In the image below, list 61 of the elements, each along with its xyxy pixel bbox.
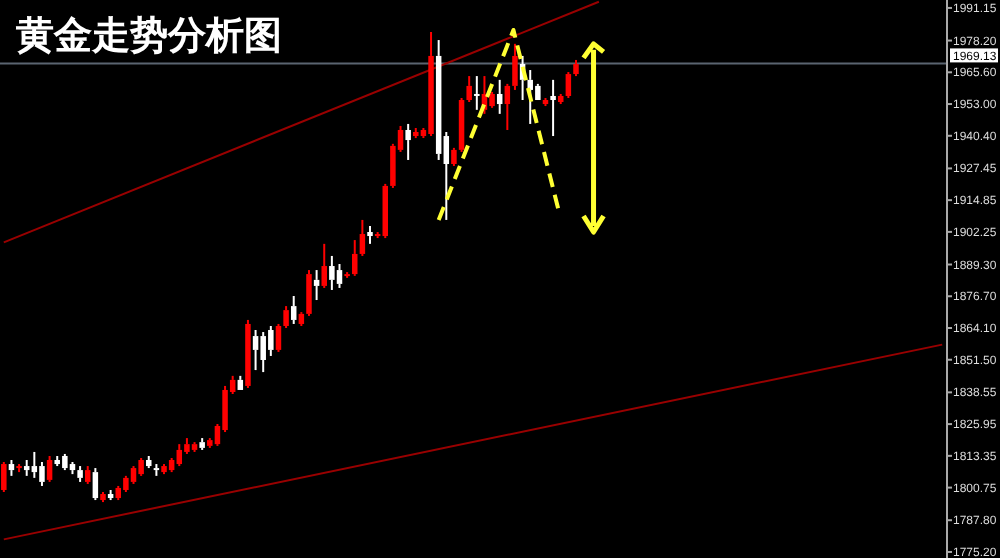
- candlestick: [542, 97, 549, 108]
- candlestick: [54, 454, 60, 468]
- candlestick: [565, 71, 572, 99]
- candlestick: [298, 311, 305, 327]
- candlestick: [496, 78, 503, 115]
- candlestick: [153, 463, 160, 477]
- candlestick: [107, 488, 114, 502]
- candlestick: [130, 465, 137, 485]
- candlestick: [306, 269, 312, 317]
- candlestick: [252, 329, 259, 372]
- candlestick: [573, 58, 579, 78]
- candlestick: [176, 443, 183, 468]
- candlestick: [336, 263, 343, 289]
- candlestick: [512, 42, 518, 91]
- candlestick: [474, 75, 480, 111]
- candlestick: [352, 239, 358, 277]
- candlestick: [23, 459, 30, 477]
- candlestick: [84, 465, 91, 485]
- candlestick: [245, 318, 251, 389]
- candlestick: [382, 182, 389, 240]
- candlestick: [8, 459, 15, 477]
- candlestick: [191, 441, 198, 453]
- candlestick: [428, 30, 434, 138]
- candlestick: [451, 146, 457, 168]
- candlestick: [359, 218, 366, 257]
- candlestick: [275, 322, 282, 353]
- candlestick: [146, 454, 152, 470]
- candlestick: [321, 242, 327, 289]
- candlestick: [92, 467, 99, 502]
- candlestick: [268, 324, 274, 357]
- candlestick: [260, 331, 266, 374]
- candlestick: [77, 465, 83, 483]
- candlestick: [466, 75, 472, 104]
- candlestick: [313, 269, 320, 302]
- candlestick: [138, 456, 144, 477]
- candlestick: [100, 491, 106, 504]
- candlestick: [367, 224, 373, 245]
- candlestick: [413, 126, 419, 140]
- candlestick: [290, 295, 297, 325]
- candlestick: [489, 90, 495, 109]
- candlestick: [69, 461, 76, 476]
- candlestick: [161, 463, 167, 476]
- candlestick: [344, 271, 350, 279]
- candlestick: [557, 92, 564, 106]
- candlestick: [115, 484, 121, 502]
- candlestick: [31, 450, 38, 479]
- candlestick: [283, 305, 289, 329]
- candlestick: [550, 78, 556, 138]
- candlestick: [329, 254, 335, 291]
- candlestick: [39, 461, 45, 487]
- candlestick: [405, 122, 411, 161]
- candlestick: [199, 437, 205, 451]
- chart-title: 黄金走势分析图: [14, 14, 282, 58]
- candlestick: [123, 474, 129, 493]
- candlestick: [16, 463, 22, 474]
- candlestick: [168, 456, 175, 474]
- candlestick: [1, 461, 7, 493]
- candlestick: [435, 39, 442, 161]
- candlestick: [46, 454, 53, 483]
- candlestick: [504, 82, 511, 131]
- candlestick: [62, 452, 68, 472]
